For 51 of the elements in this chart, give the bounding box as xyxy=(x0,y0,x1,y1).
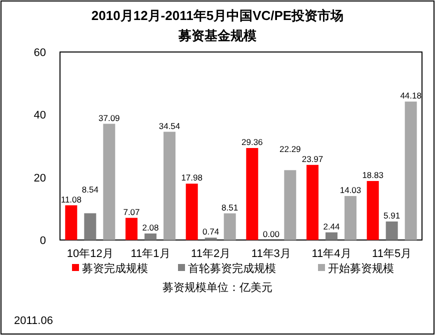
bar xyxy=(344,196,356,240)
data-label: 8.54 xyxy=(82,184,99,194)
text: 募资规模单位：亿美元 xyxy=(162,281,272,294)
data-label: 18.83 xyxy=(362,170,384,180)
text: 2011.06 xyxy=(14,315,53,327)
x-tick-label: 11年3月 xyxy=(251,248,291,260)
legend-label: 首轮募资完成规模 xyxy=(188,262,276,275)
data-label: 7.07 xyxy=(123,206,140,217)
x-tick-label: 10年12月 xyxy=(66,248,114,260)
y-tick-label: 0 xyxy=(40,235,46,247)
data-label: 2.44 xyxy=(323,221,340,232)
bar xyxy=(186,184,198,240)
bar xyxy=(326,232,338,240)
x-tick-label: 11年2月 xyxy=(191,248,231,260)
data-label: 2.08 xyxy=(142,222,160,232)
data-label: 29.36 xyxy=(242,137,264,148)
bar xyxy=(65,205,78,240)
bar xyxy=(144,233,156,240)
data-label: 34.54 xyxy=(158,120,180,131)
bar xyxy=(126,218,138,240)
bar xyxy=(366,181,379,240)
bar xyxy=(386,221,398,240)
bar xyxy=(284,170,296,240)
data-label: 11.08 xyxy=(60,194,82,204)
legend-label: 募资完成规模 xyxy=(82,262,148,275)
y-tick-label: 20 xyxy=(34,172,46,184)
data-label: 22.29 xyxy=(280,144,302,154)
data-label: 0.74 xyxy=(202,226,220,237)
bar xyxy=(306,164,318,240)
chart-title: 2010月12月-2011年5月中国VC/PE投资市场 xyxy=(91,8,344,23)
bar xyxy=(103,124,116,240)
bar xyxy=(164,132,176,240)
data-label: 17.98 xyxy=(181,172,203,183)
data-label: 14.03 xyxy=(340,185,362,196)
x-tick-label: 11年1月 xyxy=(130,248,170,260)
data-label: 37.09 xyxy=(98,112,120,123)
data-label: 0.00 xyxy=(262,229,280,239)
x-tick-label: 11年4月 xyxy=(312,248,352,260)
data-label: 5.91 xyxy=(384,210,400,220)
legend-label: 开始募资规模 xyxy=(328,262,394,275)
bar xyxy=(224,213,236,240)
x-tick-label: 11年5月 xyxy=(372,248,412,260)
bar xyxy=(84,213,96,240)
chart-subtitle: 募资基金规模 xyxy=(178,28,256,43)
y-tick-label: 60 xyxy=(34,47,46,59)
y-tick-label: 40 xyxy=(34,110,46,122)
data-label: 44.18 xyxy=(400,90,422,101)
data-label: 23.97 xyxy=(302,154,324,164)
bar xyxy=(246,148,258,240)
bar xyxy=(404,102,417,240)
data-label: 8.51 xyxy=(222,202,238,212)
